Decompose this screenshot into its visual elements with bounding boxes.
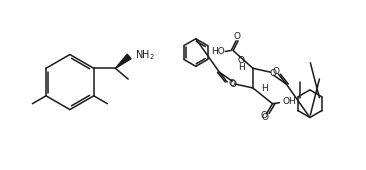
Text: OH: OH: [282, 97, 296, 106]
Text: O: O: [238, 56, 244, 65]
Polygon shape: [115, 54, 131, 68]
Text: O: O: [260, 111, 267, 120]
Text: O: O: [234, 32, 240, 41]
Text: H: H: [238, 63, 245, 72]
Text: O: O: [229, 80, 236, 89]
Text: NH$_2$: NH$_2$: [135, 49, 155, 62]
Text: O: O: [270, 69, 277, 78]
Text: HO: HO: [212, 47, 225, 56]
Text: O: O: [273, 67, 280, 76]
Text: O: O: [229, 79, 236, 88]
Text: O: O: [261, 113, 268, 122]
Text: H: H: [261, 84, 268, 94]
